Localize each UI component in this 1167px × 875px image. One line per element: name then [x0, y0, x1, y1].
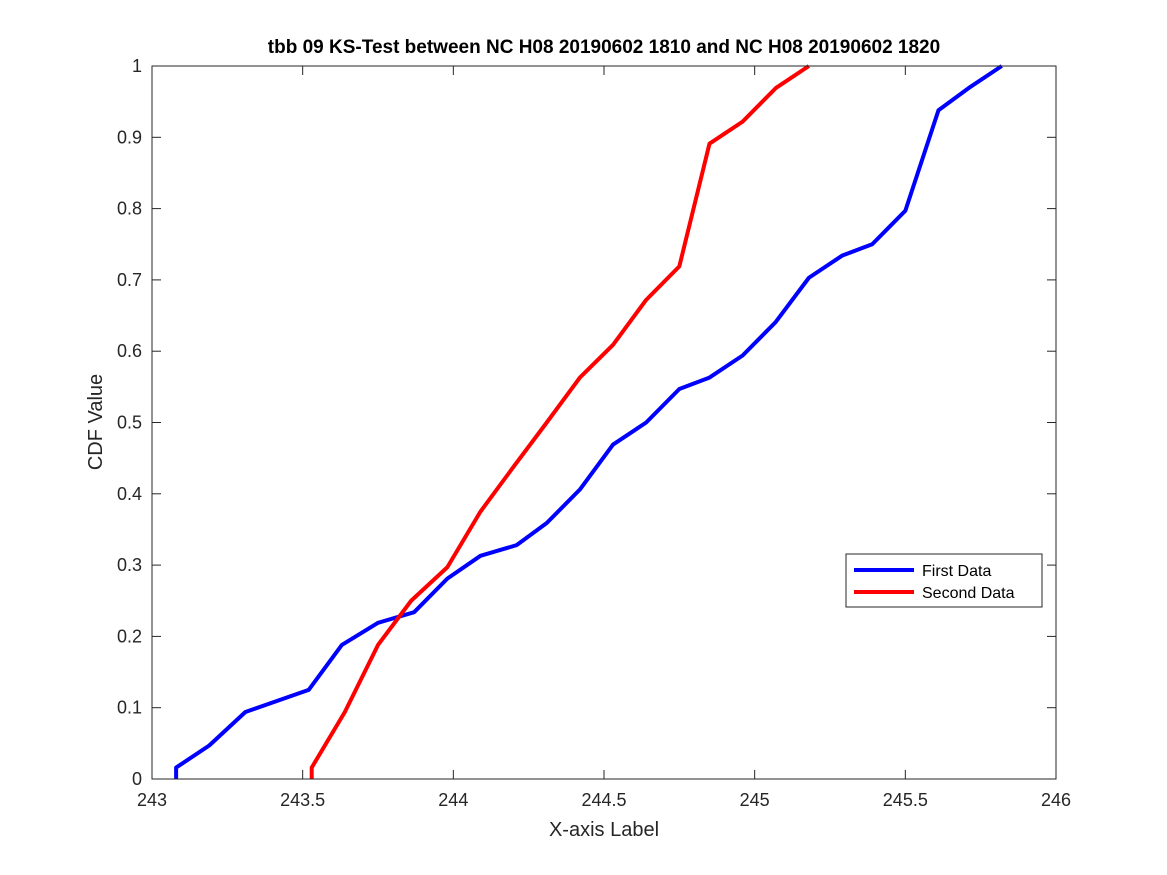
x-tick-label: 246 — [1041, 790, 1071, 810]
y-tick-label: 0.9 — [117, 127, 142, 147]
x-tick-label: 243.5 — [280, 790, 325, 810]
x-tick-label: 245 — [740, 790, 770, 810]
y-tick-label: 0.3 — [117, 555, 142, 575]
y-tick-label: 0.4 — [117, 484, 142, 504]
first-data-line — [174, 64, 1003, 779]
x-tick-label: 245.5 — [883, 790, 928, 810]
second-data-line — [309, 64, 811, 779]
x-tick-label: 244 — [438, 790, 468, 810]
y-tick-label: 0.7 — [117, 270, 142, 290]
plot-area — [152, 66, 1056, 779]
y-tick-label: 0 — [132, 769, 142, 789]
legend-label-first-data: First Data — [922, 563, 991, 580]
x-tick-label: 243 — [137, 790, 167, 810]
x-tick-label: 244.5 — [581, 790, 626, 810]
legend: First Data Second Data — [845, 553, 1043, 608]
y-axis-label: CDF Value — [85, 374, 107, 470]
y-tick-label: 0.5 — [117, 413, 142, 433]
x-axis: 243 243.5 244 244.5 245 245.5 246 — [137, 66, 1071, 810]
y-tick-label: 0.6 — [117, 341, 142, 361]
y-axis: 0 0.1 0.2 0.3 0.4 0.5 0.6 0.7 0.8 0.9 1 — [117, 56, 1056, 789]
plot-lines — [174, 64, 1003, 779]
y-tick-label: 1 — [132, 56, 142, 76]
x-axis-label: X-axis Label — [549, 819, 659, 841]
y-tick-label: 0.1 — [117, 698, 142, 718]
y-tick-label: 0.8 — [117, 199, 142, 219]
legend-label-second-data: Second Data — [922, 585, 1015, 602]
chart-title: tbb 09 KS-Test between NC H08 20190602 1… — [268, 37, 940, 58]
legend-box — [845, 553, 1043, 608]
y-tick-label: 0.2 — [117, 626, 142, 646]
